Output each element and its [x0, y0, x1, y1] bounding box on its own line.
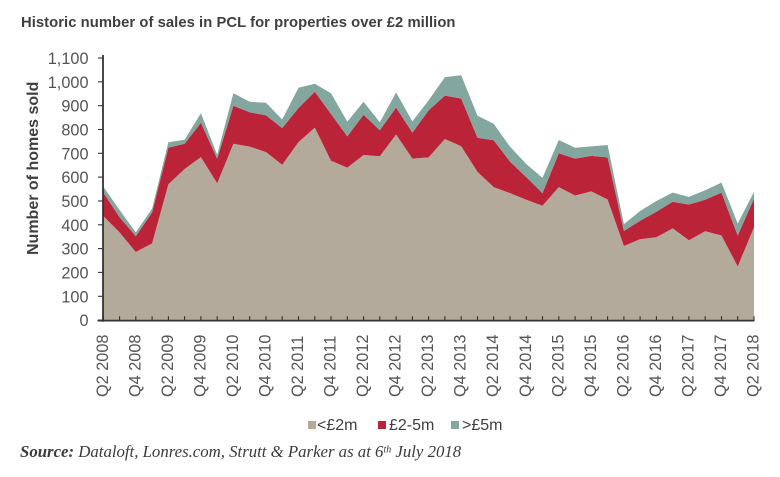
svg-text:600: 600: [61, 169, 88, 187]
svg-text:400: 400: [61, 217, 88, 235]
svg-text:Q2 2008: Q2 2008: [94, 335, 112, 397]
svg-text:Number of homes sold: Number of homes sold: [25, 82, 42, 255]
svg-text:200: 200: [61, 264, 88, 282]
svg-text:500: 500: [61, 193, 88, 211]
svg-text:Q2 2012: Q2 2012: [354, 335, 372, 397]
svg-text:Q4 2013: Q4 2013: [452, 335, 470, 397]
svg-text:Q4 2008: Q4 2008: [126, 335, 144, 397]
svg-text:Q2 2017: Q2 2017: [679, 335, 697, 397]
svg-text:0: 0: [79, 312, 88, 330]
svg-text:100: 100: [61, 288, 88, 306]
svg-text:Q2 2009: Q2 2009: [159, 335, 177, 397]
svg-text:Q4 2009: Q4 2009: [191, 335, 209, 397]
svg-text:Q4 2017: Q4 2017: [712, 335, 730, 397]
svg-text:Q4 2012: Q4 2012: [387, 335, 405, 397]
svg-text:300: 300: [61, 241, 88, 259]
svg-text:700: 700: [61, 145, 88, 163]
svg-text:Q2 2014: Q2 2014: [484, 335, 502, 397]
svg-text:Q2 2018: Q2 2018: [745, 335, 763, 397]
svg-text:Q2 2010: Q2 2010: [224, 335, 242, 397]
svg-text:Q2 2011: Q2 2011: [289, 336, 307, 397]
svg-text:Q2 2016: Q2 2016: [614, 335, 632, 397]
svg-text:Q2 2015: Q2 2015: [549, 335, 567, 397]
svg-text:Q4 2015: Q4 2015: [582, 335, 600, 397]
svg-text:Q4 2016: Q4 2016: [647, 335, 665, 397]
svg-text:Q4 2010: Q4 2010: [257, 335, 275, 397]
svg-text:Q4 2014: Q4 2014: [517, 335, 535, 397]
svg-text:1,100: 1,100: [48, 50, 89, 68]
svg-text:Q4 2011: Q4 2011: [322, 336, 340, 397]
svg-text:900: 900: [61, 98, 88, 116]
svg-text:800: 800: [61, 122, 88, 140]
svg-text:Q2 2013: Q2 2013: [419, 335, 437, 397]
svg-text:1,000: 1,000: [48, 74, 89, 92]
